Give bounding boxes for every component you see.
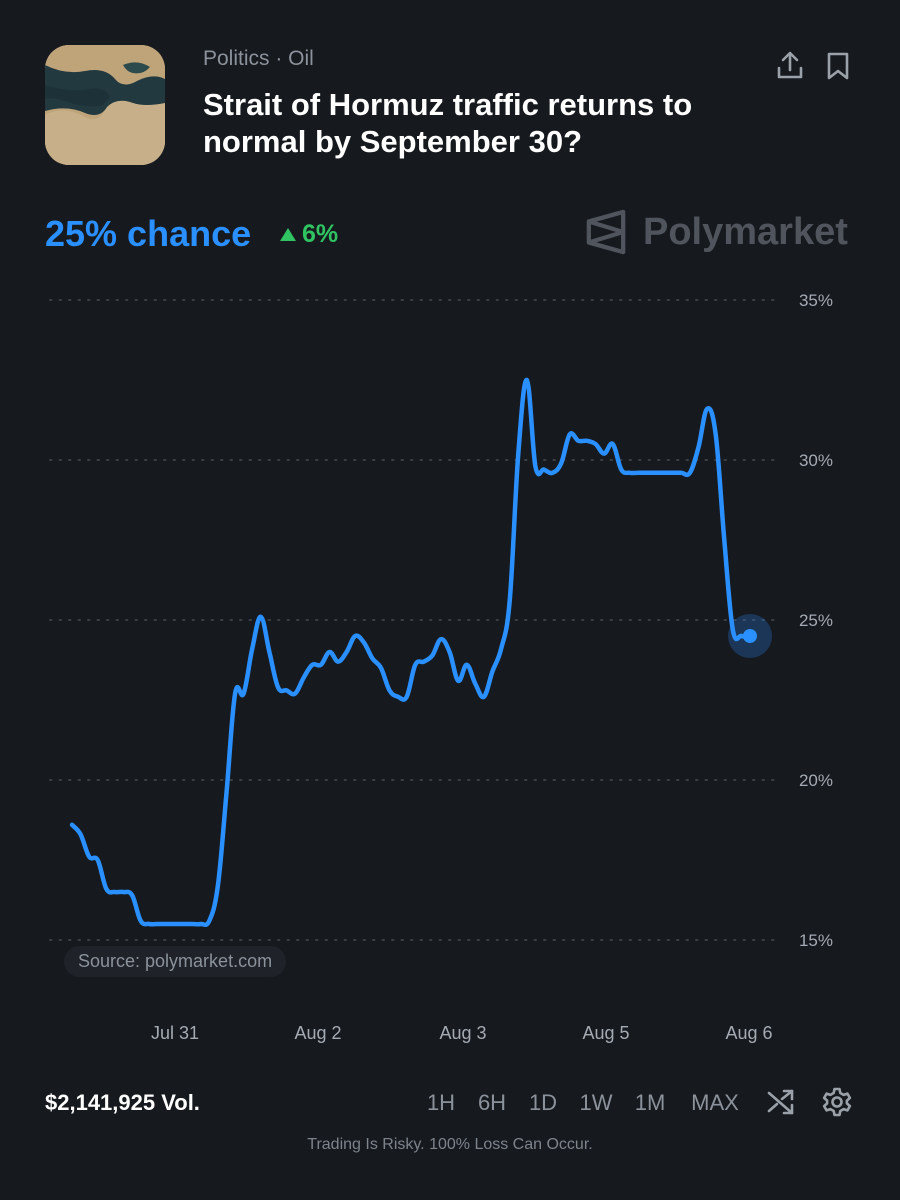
risk-disclaimer: Trading Is Risky. 100% Loss Can Occur.	[307, 1136, 593, 1153]
share-icon[interactable]	[774, 50, 806, 82]
current-point	[743, 629, 757, 643]
range-button-1w[interactable]: 1W	[579, 1090, 613, 1115]
source-label: Source: polymarket.com	[64, 946, 287, 977]
shuffle-icon[interactable]	[765, 1086, 797, 1118]
polymarket-brand: Polymarket	[585, 208, 848, 256]
y-tick-label: 25%	[799, 611, 833, 630]
market-title: Strait of Hormuz traffic returns to norm…	[203, 87, 693, 160]
x-tick-label: Aug 6	[725, 1023, 773, 1043]
series-line	[69, 377, 753, 928]
chance-delta-value: 6%	[302, 220, 339, 248]
x-tick-label: Jul 31	[150, 1023, 200, 1043]
x-tick-label: Aug 2	[294, 1023, 342, 1043]
y-tick-label: 30%	[799, 451, 833, 470]
range-button-1h[interactable]: 1H	[426, 1090, 456, 1115]
brand-name: Polymarket	[643, 210, 848, 253]
y-tick-label: 35%	[799, 291, 833, 310]
price-chart: 35% 30% 25% 20% 15%	[49, 291, 833, 950]
y-tick-label: 15%	[799, 931, 833, 950]
range-button-1d[interactable]: 1D	[528, 1090, 558, 1115]
x-tick-label: Aug 5	[582, 1023, 630, 1043]
range-button-max[interactable]: MAX	[691, 1090, 739, 1115]
bookmark-icon[interactable]	[822, 50, 854, 82]
market-category[interactable]: Politics · Oil	[203, 47, 314, 70]
chance-value: 25% chance	[45, 213, 252, 254]
market-thumbnail	[45, 45, 165, 165]
gear-icon[interactable]	[821, 1086, 853, 1118]
polymarket-logo-icon	[586, 209, 626, 255]
range-button-1m[interactable]: 1M	[634, 1090, 666, 1115]
x-tick-label: Aug 3	[439, 1023, 487, 1043]
up-arrow-icon	[280, 228, 296, 241]
y-tick-label: 20%	[799, 771, 833, 790]
volume-value: $2,141,925 Vol.	[45, 1090, 200, 1115]
range-button-6h[interactable]: 6H	[477, 1090, 507, 1115]
chance-delta: 6%	[280, 220, 338, 249]
